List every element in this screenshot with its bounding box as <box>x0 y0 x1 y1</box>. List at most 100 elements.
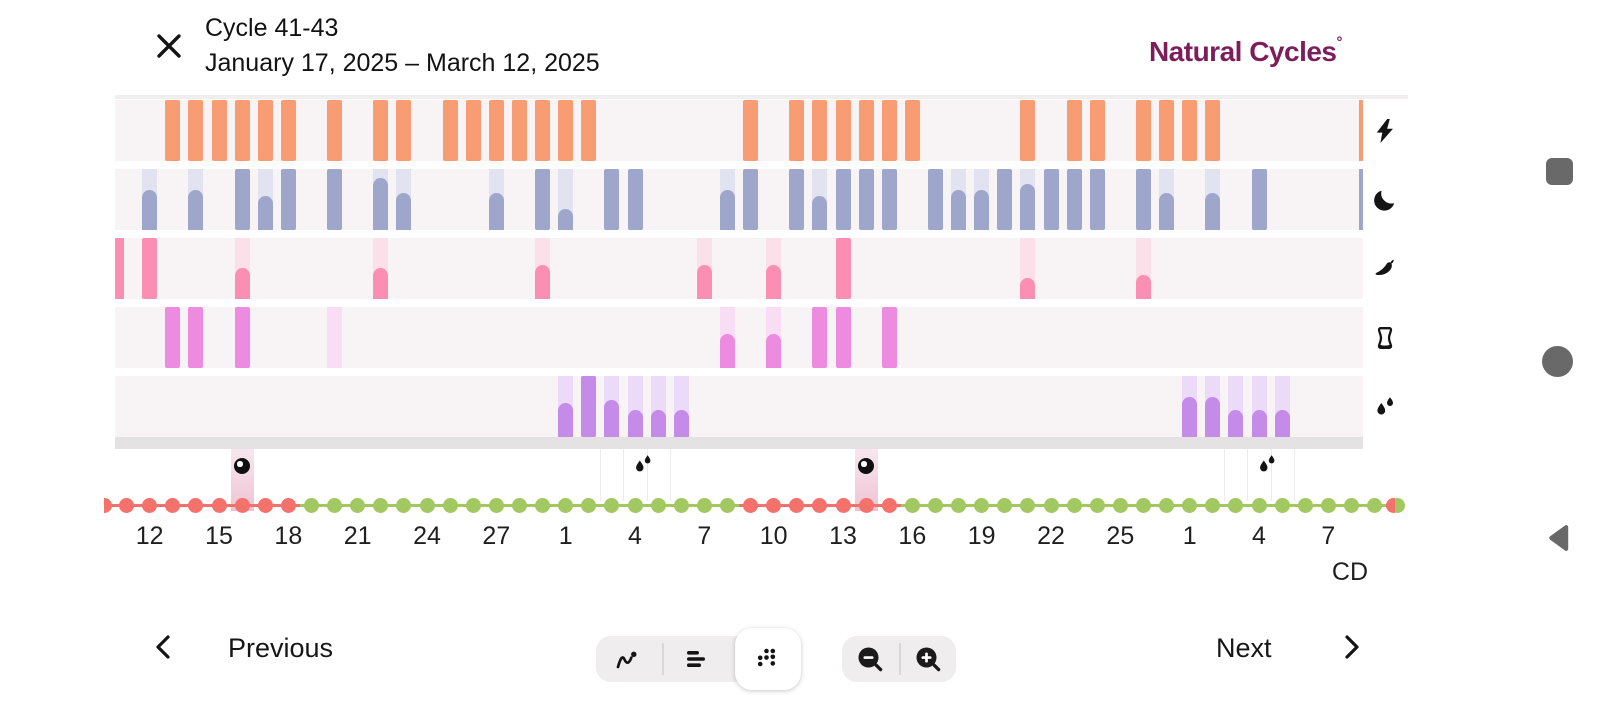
data-bar <box>1228 410 1244 437</box>
day-label: 18 <box>274 522 303 550</box>
data-bar <box>881 307 897 368</box>
day-label: 10 <box>759 522 788 550</box>
data-bar-clipped <box>1359 169 1363 230</box>
timeline-dot <box>1020 497 1036 513</box>
data-bar <box>812 196 828 230</box>
data-bar <box>488 100 504 161</box>
data-bar <box>1020 100 1036 161</box>
event-gridline <box>600 449 602 501</box>
data-bar <box>1020 278 1036 299</box>
brand-logo: Natural Cycles° <box>1149 34 1343 68</box>
event-gridline <box>623 449 625 501</box>
chart-type-dots-button-selected[interactable] <box>735 628 801 690</box>
data-bar <box>581 376 597 437</box>
next-button[interactable] <box>1336 633 1364 661</box>
timeline-dot <box>1297 497 1313 513</box>
data-bar <box>650 410 666 437</box>
data-bar <box>488 193 504 230</box>
day-label: 19 <box>967 522 996 550</box>
data-bar <box>766 334 782 368</box>
chevron-left-icon <box>156 635 170 659</box>
timeline-dot <box>350 497 366 513</box>
data-bar <box>1066 169 1082 230</box>
day-label: 4 <box>628 522 642 550</box>
timeline-dot <box>511 497 527 513</box>
timeline-dot <box>927 497 943 513</box>
line-chart-icon <box>616 651 637 669</box>
chart-top-strip <box>115 95 1408 99</box>
timeline-dot <box>465 497 481 513</box>
timeline-dot <box>1205 497 1221 513</box>
timeline-dot <box>789 497 805 513</box>
android-home-button circle-icon[interactable] <box>1542 346 1573 377</box>
event-gridline <box>1270 449 1272 501</box>
data-bar <box>997 169 1013 230</box>
timeline-dot <box>650 497 666 513</box>
previous-button[interactable] <box>151 633 179 661</box>
moon-icon <box>1371 186 1399 214</box>
timeline-dot <box>673 497 689 513</box>
zoom-out-button[interactable] <box>842 636 898 682</box>
period-drops-icon <box>630 451 656 477</box>
chart-type-toggle-group <box>596 628 801 690</box>
timeline-dot <box>743 497 759 513</box>
data-bar <box>188 190 204 230</box>
data-bar <box>927 169 943 230</box>
chart-type-bars-button[interactable] <box>664 636 730 682</box>
track-row-sex-drive <box>115 238 1363 299</box>
next-label[interactable]: Next <box>1216 633 1272 663</box>
timeline-dot <box>488 497 504 513</box>
data-bar <box>789 169 805 230</box>
data-bar <box>280 100 296 161</box>
day-label: 22 <box>1037 522 1065 550</box>
data-bar <box>396 100 412 161</box>
data-bar <box>904 100 920 161</box>
android-recents-button square-icon[interactable] <box>1546 158 1573 185</box>
data-bar-clipped <box>115 238 124 299</box>
zoom-in-button[interactable] <box>900 636 956 682</box>
close-button[interactable] <box>151 28 187 64</box>
track-row-discharge <box>115 376 1363 437</box>
track-row-sleep <box>115 169 1363 230</box>
timeline-dot <box>835 497 851 513</box>
chevron-right-icon <box>1345 635 1359 659</box>
timeline-dot <box>1343 497 1359 513</box>
chili-icon <box>1371 255 1399 283</box>
chart-type-line-button[interactable] <box>596 636 662 682</box>
timeline-dot <box>627 497 643 513</box>
timeline-dot <box>719 497 735 513</box>
timeline-dot <box>419 497 435 513</box>
hourglass-icon <box>1371 324 1399 352</box>
previous-label[interactable]: Previous <box>228 633 334 663</box>
data-bar <box>373 178 389 230</box>
data-bar <box>442 100 458 161</box>
data-bar <box>581 100 597 161</box>
data-bar <box>835 169 851 230</box>
zoom-control-group <box>842 636 956 682</box>
android-back-button[interactable] <box>1543 522 1573 554</box>
brand-mark: ° <box>1336 34 1343 51</box>
timeline-dot <box>1320 497 1336 513</box>
timeline-dot <box>1135 497 1151 513</box>
data-bar <box>234 169 250 230</box>
day-label: 7 <box>1321 522 1336 550</box>
dot-grid-icon <box>757 648 776 667</box>
data-bar <box>1182 397 1198 437</box>
data-bar <box>396 193 412 230</box>
data-bar <box>627 410 643 437</box>
timeline-dot <box>1228 497 1244 513</box>
timeline-dot <box>1159 497 1175 513</box>
data-bar <box>511 100 527 161</box>
data-bar <box>835 100 851 161</box>
data-bar <box>743 169 759 230</box>
day-label: 25 <box>1106 522 1135 550</box>
period-drops-icon <box>1254 451 1280 477</box>
ovulation-egg-icon <box>858 458 875 474</box>
data-bar-clipped <box>1359 100 1363 161</box>
timeline-dot-clipped <box>1386 497 1395 513</box>
event-gridline <box>646 449 648 501</box>
data-bar <box>719 190 735 230</box>
timeline-dot-clipped <box>104 497 112 513</box>
day-label: 27 <box>482 522 511 550</box>
data-bar <box>558 403 574 437</box>
